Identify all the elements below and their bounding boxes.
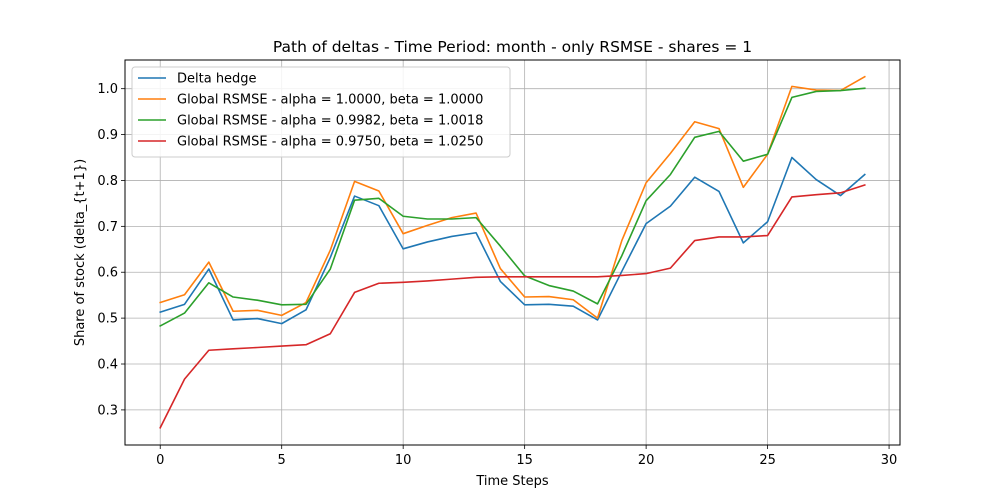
legend-label-3: Global RSMSE - alpha = 0.9982, beta = 1.… (177, 114, 483, 129)
y-tick-label: 0.9 (97, 128, 118, 143)
series-lines (159, 75, 866, 429)
chart-title: Path of deltas - Time Period: month - on… (273, 38, 752, 56)
x-tick-label: 0 (156, 453, 164, 468)
x-tick-label: 25 (759, 453, 776, 468)
x-axis-title: Time Steps (475, 474, 549, 489)
legend: Delta hedge Global RSMSE - alpha = 1.0000… (131, 66, 511, 158)
y-tick-label: 0.6 (97, 266, 118, 281)
legend-label-1: Delta hedge (177, 72, 257, 87)
y-tick-label: 0.3 (97, 403, 118, 418)
x-tick-label: 30 (881, 453, 898, 468)
y-tick-label: 0.4 (97, 358, 118, 373)
y-axis-title: Share of stock (delta_{t+1}) (73, 159, 88, 346)
x-tick-label: 15 (516, 453, 533, 468)
x-tick-label: 10 (395, 453, 412, 468)
series-line-4 (159, 184, 866, 429)
series-line-1 (159, 156, 866, 325)
legend-label-4: Global RSMSE - alpha = 0.9750, beta = 1.… (177, 135, 483, 150)
legend-box (131, 66, 511, 158)
series-line-3 (159, 87, 866, 328)
legend-label-2: Global RSMSE - alpha = 1.0000, beta = 1.… (177, 93, 483, 108)
plot-area-frame (124, 59, 901, 446)
x-axis-ticks: 0 5 10 15 20 25 30 (156, 445, 897, 468)
x-tick-label: 5 (278, 453, 286, 468)
x-tick-label: 20 (638, 453, 655, 468)
y-tick-label: 0.8 (97, 174, 118, 189)
series-line-2 (159, 75, 866, 319)
y-tick-label: 1.0 (97, 82, 118, 97)
y-tick-label: 0.7 (97, 220, 118, 235)
legend-items: Delta hedge Global RSMSE - alpha = 1.0000… (138, 72, 483, 150)
y-tick-label: 0.5 (97, 312, 118, 327)
y-axis-ticks: 0.3 0.4 0.5 0.6 0.7 0.8 0.9 1.0 (97, 82, 125, 418)
